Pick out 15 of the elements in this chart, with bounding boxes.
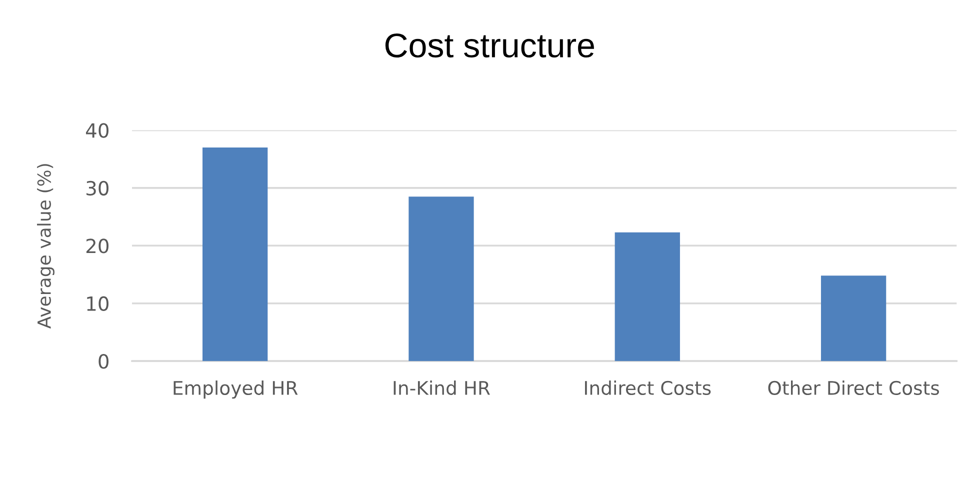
- bar: [408, 196, 474, 362]
- y-tick-label: 30: [86, 180, 108, 196]
- y-tick-label: 40: [86, 123, 108, 138]
- bar: [202, 148, 268, 362]
- x-tick-label: Employed HR: [174, 380, 298, 399]
- y-tick-label: 0: [98, 354, 108, 369]
- y-tick-label: 10: [87, 296, 108, 312]
- bar: [614, 232, 680, 362]
- bar: [820, 276, 886, 362]
- y-axis-title: Average value (%): [37, 164, 54, 329]
- x-tick-label: Indirect Costs: [585, 380, 711, 396]
- y-tick-label: 20: [86, 238, 108, 254]
- x-tick-label: In-Kind HR: [394, 380, 490, 396]
- chart-title: Cost structure: [385, 33, 594, 58]
- x-tick-label: Other Direct Costs: [768, 380, 940, 396]
